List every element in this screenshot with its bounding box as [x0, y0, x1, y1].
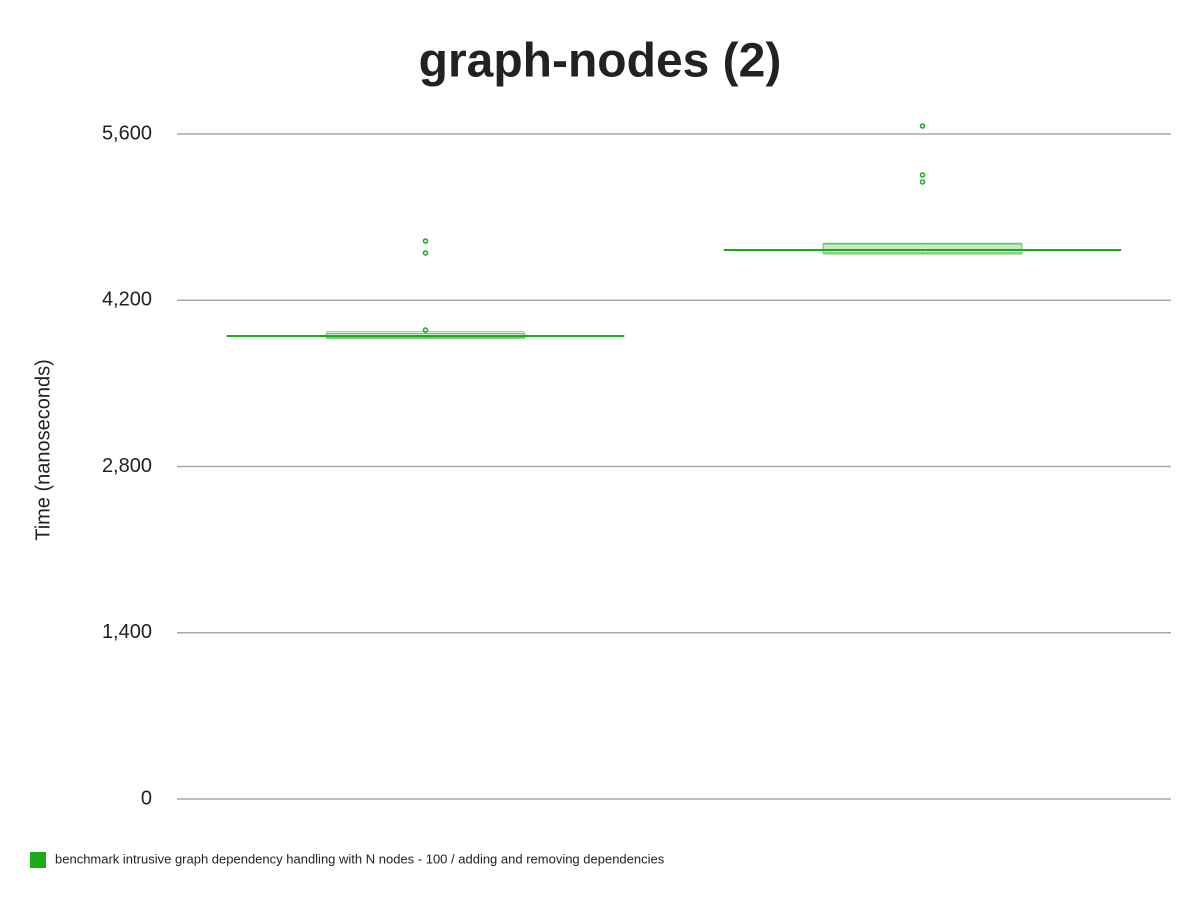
outlier: [422, 238, 429, 244]
y-tick-label: 1,400: [102, 621, 152, 643]
outlier: [919, 172, 926, 178]
y-tick-label: 0: [141, 787, 152, 809]
legend-label: benchmark intrusive graph dependency han…: [55, 851, 665, 866]
legend-swatch: [30, 852, 46, 868]
outlier: [422, 327, 429, 333]
y-axis-title: Time (nanoseconds): [32, 359, 54, 541]
box: [822, 243, 1023, 254]
y-tick-label: 2,800: [102, 455, 152, 477]
y-tick-label: 5,600: [102, 122, 152, 144]
outlier: [422, 250, 429, 256]
outlier: [919, 123, 926, 129]
y-tick-label: 4,200: [102, 289, 152, 311]
outlier: [919, 179, 926, 185]
chart-title: graph-nodes (2): [419, 35, 782, 88]
